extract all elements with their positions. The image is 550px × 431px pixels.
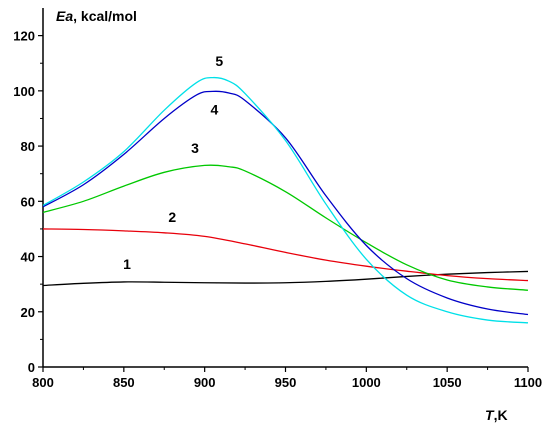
x-tick-label: 1050: [433, 375, 462, 390]
y-tick-label: 80: [21, 139, 35, 154]
tick-labels: 800 850 900 950 1000 1050 1100 0 20 40 60 80 100 120: [13, 29, 542, 390]
x-tick-label: 950: [275, 375, 297, 390]
x-tick-label: 1000: [352, 375, 381, 390]
curve-label-2: 2: [168, 209, 176, 225]
x-tick-label: 800: [32, 375, 54, 390]
curve-label-3: 3: [191, 140, 199, 156]
curve-label-5: 5: [215, 53, 223, 69]
curves: [42, 76, 529, 324]
y-tick-label: 60: [21, 194, 35, 209]
axes: [38, 8, 529, 372]
series-line-3: [42, 164, 529, 291]
series-line-1: [42, 270, 529, 287]
x-tick-label: 900: [194, 375, 216, 390]
y-tick-label: 100: [13, 84, 35, 99]
x-axis-title: T,K: [485, 407, 508, 423]
y-tick-label: 40: [21, 250, 35, 265]
y-tick-label: 0: [28, 360, 35, 375]
x-axis-symbol: T: [485, 407, 495, 423]
series-line-2: [42, 228, 529, 282]
series-line-5: [42, 76, 529, 324]
y-tick-label: 20: [21, 305, 35, 320]
curve-label-4: 4: [210, 101, 218, 117]
y-axis-unit: , kcal/mol: [73, 8, 137, 24]
y-tick-label: 120: [13, 29, 35, 44]
y-axis-symbol: Ea: [56, 8, 73, 24]
y-axis-title: Ea, kcal/mol: [56, 8, 137, 24]
x-axis-unit: ,K: [494, 407, 508, 423]
x-tick-label: 1100: [514, 375, 542, 390]
series-line-4: [42, 90, 529, 316]
curve-labels: 1 2 3 4 5: [123, 53, 223, 272]
curve-label-1: 1: [123, 256, 131, 272]
x-tick-label: 850: [113, 375, 135, 390]
